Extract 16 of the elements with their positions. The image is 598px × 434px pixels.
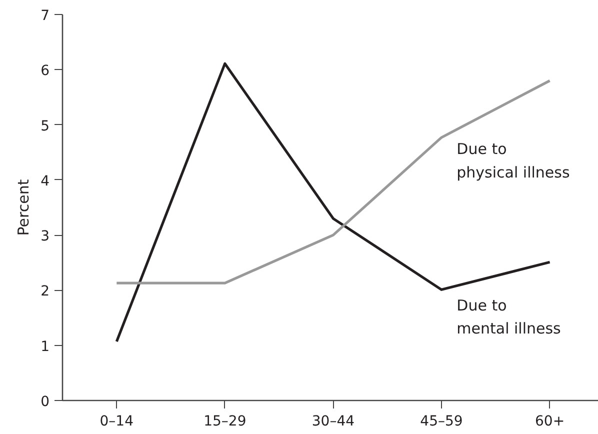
- y-tick-label: 1: [40, 338, 50, 355]
- x-tick-label: 45–59: [420, 414, 463, 430]
- y-tick-label: 0: [40, 394, 50, 410]
- y-tick-label: 3: [40, 228, 50, 245]
- x-tick-label: 0–14: [100, 414, 134, 430]
- y-tick-label: 2: [40, 284, 50, 300]
- y-axis-title: Percent: [14, 179, 33, 236]
- y-tick-label: 5: [40, 118, 50, 134]
- series-label: Due to mental illness: [456, 296, 562, 338]
- y-tick-label: 7: [40, 8, 50, 24]
- x-tick-label: 30–44: [312, 414, 355, 430]
- x-tick-label: 15–29: [204, 414, 246, 430]
- y-tick-label: 6: [40, 63, 50, 80]
- series-label: Due to physical illness: [456, 140, 570, 182]
- y-tick-label: 4: [40, 173, 50, 190]
- x-tick-label: 60+: [535, 414, 565, 430]
